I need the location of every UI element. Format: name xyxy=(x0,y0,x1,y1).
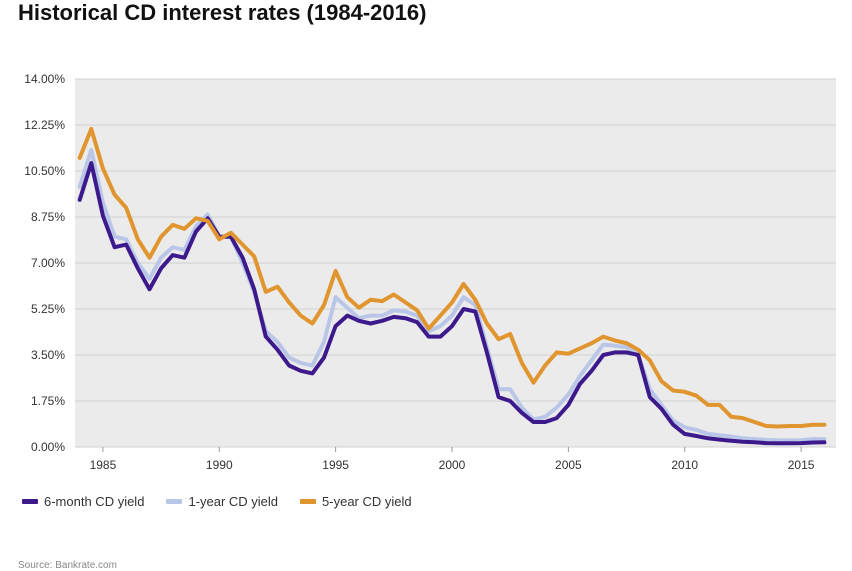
x-tick-label: 1985 xyxy=(90,458,117,472)
x-tick-label: 2005 xyxy=(555,458,582,472)
y-axis-ticks: 0.00% 1.75% 3.50% 5.25% 7.00% 8.75% 10.50% 12.2… xyxy=(24,72,65,454)
legend-label-5-year: 5-year CD yield xyxy=(322,494,412,509)
legend-item-5-year: 5-year CD yield xyxy=(300,494,412,509)
y-tick-label: 8.75% xyxy=(31,210,65,224)
series-line-6-month xyxy=(77,161,827,446)
legend-label-1-year: 1-year CD yield xyxy=(188,494,279,509)
x-tick-label: 2015 xyxy=(788,458,815,472)
legend-swatch-6-month xyxy=(22,499,38,504)
y-tick-label: 1.75% xyxy=(31,394,65,408)
x-tick-label: 2010 xyxy=(671,458,698,472)
y-tick-label: 14.00% xyxy=(24,72,65,86)
legend: 6-month CD yield 1-year CD yield 5-year … xyxy=(22,494,434,509)
x-tick-label: 1990 xyxy=(206,458,233,472)
x-tick-label: 1995 xyxy=(322,458,349,472)
x-axis-ticks: 1985 1990 1995 2000 2005 2010 2015 xyxy=(90,447,815,472)
chart-title: Historical CD interest rates (1984-2016) xyxy=(18,0,427,25)
legend-item-1-year: 1-year CD yield xyxy=(166,494,278,509)
x-tick-label: 2000 xyxy=(439,458,466,472)
legend-swatch-5-year xyxy=(300,499,317,504)
gridlines xyxy=(75,78,836,448)
y-tick-label: 5.25% xyxy=(31,302,65,316)
y-tick-label: 10.50% xyxy=(24,164,65,178)
y-tick-label: 3.50% xyxy=(31,348,65,362)
series-line-5-year xyxy=(77,126,827,429)
legend-label-6-month: 6-month CD yield xyxy=(44,494,145,509)
series-lines xyxy=(77,126,827,446)
legend-swatch-1-year xyxy=(166,499,183,504)
legend-item-6-month: 6-month CD yield xyxy=(22,494,144,509)
y-tick-label: 7.00% xyxy=(31,256,65,270)
source-note: Source: Bankrate.com xyxy=(18,560,117,571)
y-tick-label: 12.25% xyxy=(24,118,65,132)
y-tick-label: 0.00% xyxy=(31,440,65,454)
